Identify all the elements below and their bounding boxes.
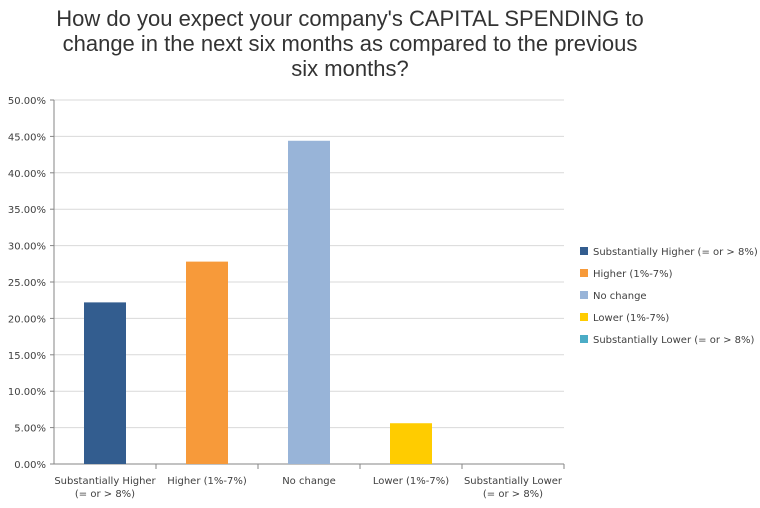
legend-swatch [580,247,588,255]
x-tick-label: Higher (1%-7%) [167,476,247,487]
y-tick-label: 5.00% [14,424,46,435]
bar [288,140,330,464]
legend-swatch [580,335,588,343]
y-tick-label: 30.00% [8,242,46,253]
y-tick-label: 40.00% [8,169,46,180]
x-tick-label: Substantially Lower [464,476,563,487]
y-tick-label: 50.00% [8,96,46,107]
legend-swatch [580,313,588,321]
bar [84,302,126,464]
legend-label: Higher (1%-7%) [593,269,673,280]
legend-label: Lower (1%-7%) [593,313,669,324]
chart-title-line-1: How do you expect your company's CAPITAL… [56,6,644,31]
x-tick-label: (= or > 8%) [75,489,135,500]
legend-swatch [580,291,588,299]
legend-label: Substantially Lower (= or > 8%) [593,335,755,346]
y-tick-label: 45.00% [8,132,46,143]
chart-title-line-2: change in the next six months as compare… [62,31,638,56]
x-tick-label: Lower (1%-7%) [373,476,449,487]
y-tick-label: 20.00% [8,314,46,325]
y-tick-label: 0.00% [14,460,46,471]
x-tick-label: Substantially Higher [54,476,156,487]
bar [186,261,228,464]
legend-swatch [580,269,588,277]
chart-title-line-3: six months? [291,56,409,81]
y-tick-label: 10.00% [8,387,46,398]
bar [390,423,432,464]
x-tick-label: No change [282,476,336,487]
chart-title: How do you expect your company's CAPITAL… [40,6,660,81]
legend-label: No change [593,291,647,302]
y-tick-label: 25.00% [8,278,46,289]
y-tick-label: 15.00% [8,351,46,362]
x-tick-label: (= or > 8%) [483,489,543,500]
legend-label: Substantially Higher (= or > 8%) [593,247,758,258]
y-tick-label: 35.00% [8,205,46,216]
